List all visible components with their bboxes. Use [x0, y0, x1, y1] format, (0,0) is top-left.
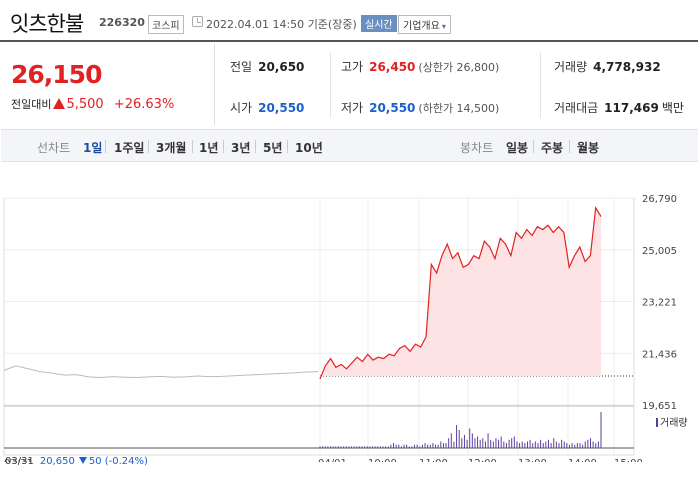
y-tick-label: 19,651	[642, 401, 677, 412]
change-amount: 5,500	[66, 97, 104, 112]
timestamp-date: 2022.04.01 14:50	[206, 18, 305, 31]
price-stats: 전일 20,650 시가 20,550 고가 26,450 (상한가 26,800) 저…	[216, 44, 698, 125]
stat-high: 고가 26,450 (상한가 26,800)	[341, 58, 499, 75]
stat-value: 117,469	[604, 101, 659, 115]
stat-label: 시가	[230, 101, 253, 115]
down-arrow-icon	[78, 457, 87, 464]
prev-day-line	[3, 365, 319, 378]
tab-divider	[105, 140, 106, 153]
current-price: 26,150	[11, 60, 102, 89]
chevron-down-icon: ▾	[441, 22, 446, 31]
tab-period-3y[interactable]: 3년	[231, 141, 251, 155]
tab-divider	[569, 140, 570, 153]
tab-period-1y[interactable]: 1년	[199, 141, 219, 155]
tab-divider	[148, 140, 149, 153]
stat-value: 20,550	[369, 101, 416, 115]
tab-divider	[255, 140, 256, 153]
x-tick-label: 03/31	[4, 458, 33, 462]
timestamp: 2022.04.01 14:50 기준(장중)	[206, 16, 357, 32]
stat-value: 4,778,932	[593, 60, 661, 74]
tab-period-5y[interactable]: 5년	[263, 141, 283, 155]
today-area	[320, 207, 601, 379]
realtime-button[interactable]: 실시간	[361, 15, 397, 32]
stat-label: 거래량	[554, 60, 588, 74]
stat-open: 시가 20,550	[230, 99, 304, 116]
prev-change: 50	[88, 456, 102, 467]
volume-swatch	[656, 418, 658, 427]
stat-label: 거래대금	[554, 101, 599, 115]
value-unit: 백만	[661, 101, 684, 115]
up-arrow-icon	[53, 98, 66, 109]
market-badge: 코스피	[148, 15, 184, 34]
stock-name[interactable]: 잇츠한불	[10, 12, 84, 36]
x-tick-label: 12:00	[468, 458, 497, 462]
tab-candle-daily[interactable]: 일봉	[506, 141, 529, 155]
price-chart[interactable]: 26,790 25,005 23,221 21,436 19,651 03/31 04/01…	[0, 162, 698, 462]
y-tick-label: 25,005	[642, 246, 677, 257]
tab-period-1w[interactable]: 1주일	[114, 141, 145, 155]
clock-icon	[192, 16, 203, 27]
stat-trade-value: 거래대금 117,469 백만	[554, 99, 684, 116]
change-percent: +26.63%	[113, 97, 175, 112]
stat-label: 전일	[230, 60, 253, 74]
y-tick-label: 21,436	[642, 349, 677, 360]
chart-tabs: 선차트 1일 1주일 3개월 1년 3년 5년 10년 봉차트 일봉 주봉 월봉	[1, 129, 698, 162]
today-line	[319, 206, 602, 380]
upper-limit: (상한가 26,800)	[418, 61, 500, 74]
divider	[540, 52, 541, 118]
stat-label: 저가	[341, 101, 364, 115]
prev-day-summary: 03/31 20,650 50 (-0.24%)	[5, 456, 148, 467]
stat-low: 저가 20,550 (하한가 14,500)	[341, 99, 499, 116]
tab-period-10y[interactable]: 10년	[295, 141, 323, 155]
tab-divider	[533, 140, 534, 153]
tab-divider	[287, 140, 288, 153]
lower-limit: (하한가 14,500)	[418, 102, 500, 115]
tab-candle-monthly[interactable]: 월봉	[577, 141, 600, 155]
price-change: 전일대비 5,500 +26.63%	[11, 96, 174, 112]
stat-value: 26,450	[369, 60, 416, 74]
tab-divider	[223, 140, 224, 153]
timestamp-basis: 기준(장중)	[307, 18, 357, 31]
tab-candle-chart[interactable]: 봉차트	[460, 141, 494, 155]
prev-date: 03/31	[5, 456, 34, 467]
stat-value: 20,650	[258, 60, 305, 74]
stat-label: 고가	[341, 60, 364, 74]
stat-value: 20,550	[258, 101, 305, 115]
y-tick-label: 23,221	[642, 298, 677, 309]
stock-header: 잇츠한불 226320 코스피 2022.04.01 14:50 기준(장중) …	[0, 0, 698, 42]
x-tick-label: 15:00	[614, 458, 643, 462]
x-tick-label: 13:00	[518, 458, 547, 462]
company-info-label: 기업개요	[403, 21, 440, 32]
tab-period-1d[interactable]: 1일	[83, 141, 103, 155]
volume-legend: 거래량	[656, 414, 688, 429]
stock-code: 226320	[99, 16, 145, 29]
change-label: 전일대비	[11, 98, 52, 111]
prev-change-pct: (-0.24%)	[104, 456, 148, 467]
prev-price: 20,650	[39, 456, 75, 467]
stat-volume: 거래량 4,778,932	[554, 58, 661, 75]
volume-legend-label: 거래량	[660, 418, 688, 429]
x-tick-label: 10:00	[368, 458, 397, 462]
x-tick-label: 14:00	[568, 458, 597, 462]
stat-prev-close: 전일 20,650	[230, 58, 304, 75]
y-tick-label: 26,790	[642, 194, 677, 205]
tab-line-chart[interactable]: 선차트	[37, 141, 71, 155]
price-summary: 26,150 전일대비 5,500 +26.63%	[0, 44, 215, 125]
tab-candle-weekly[interactable]: 주봉	[541, 141, 564, 155]
tab-period-3m[interactable]: 3개월	[156, 141, 187, 155]
divider	[330, 52, 331, 118]
x-tick-label: 04/01	[318, 458, 347, 462]
x-tick-label: 11:00	[419, 458, 448, 462]
company-info-dropdown[interactable]: 기업개요 ▾	[398, 15, 451, 34]
tab-divider	[192, 140, 193, 153]
